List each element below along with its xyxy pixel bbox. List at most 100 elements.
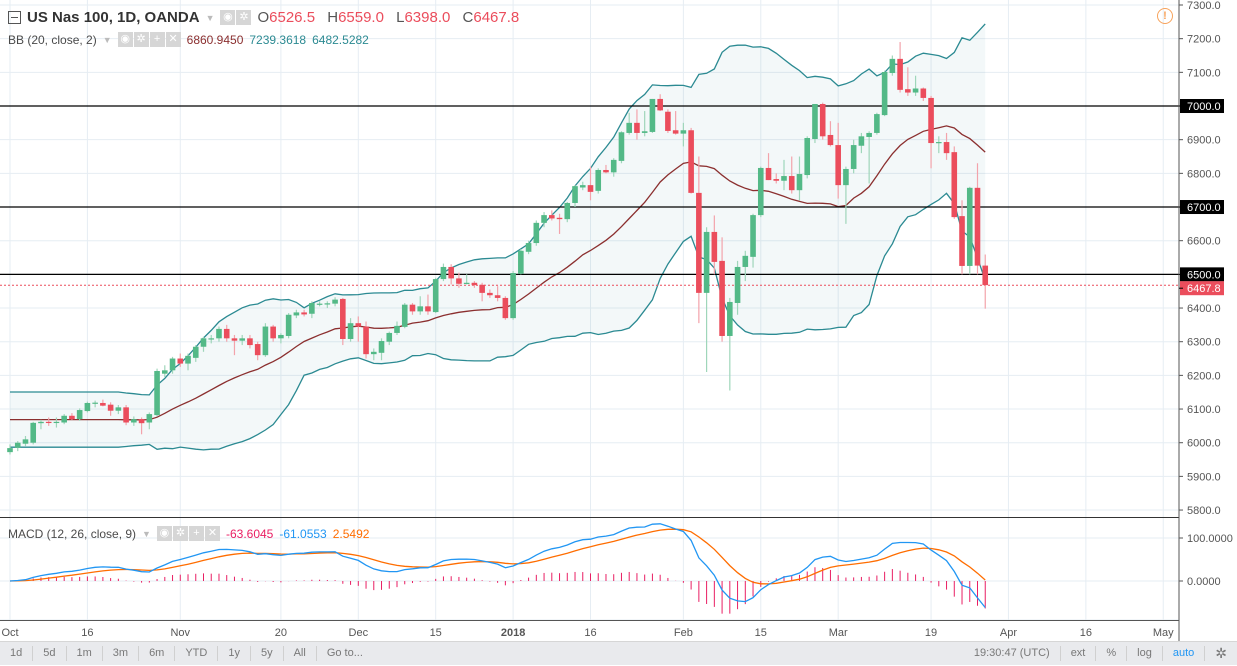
- range-ytd-button[interactable]: YTD: [175, 646, 219, 661]
- candle-body: [394, 325, 400, 333]
- bb-band-fill: [10, 23, 986, 450]
- candle-body: [788, 176, 795, 191]
- candle-body: [618, 132, 625, 161]
- candle: [549, 210, 555, 221]
- candle: [634, 109, 640, 140]
- range-5y-button[interactable]: 5y: [251, 646, 284, 661]
- candle: [711, 215, 718, 275]
- eye-icon[interactable]: ◉: [220, 10, 236, 25]
- candle-body: [146, 414, 153, 423]
- range-1y-button[interactable]: 1y: [218, 646, 251, 661]
- candle-body: [456, 278, 462, 284]
- candle: [409, 302, 416, 315]
- chevron-down-icon[interactable]: ▼: [142, 528, 151, 539]
- plus-icon[interactable]: +: [188, 526, 204, 541]
- candle: [456, 272, 462, 288]
- log-toggle[interactable]: log: [1127, 646, 1163, 661]
- candle-body: [649, 98, 656, 132]
- candle: [76, 408, 83, 421]
- candle-body: [293, 312, 300, 316]
- candle-body: [533, 222, 540, 244]
- gear-icon[interactable]: ✲: [172, 526, 188, 541]
- chevron-down-icon[interactable]: ▼: [205, 12, 215, 23]
- symbol-title[interactable]: US Nas 100, 1D, OANDA: [27, 9, 200, 26]
- last-price-label-background: [1180, 281, 1224, 296]
- candle: [827, 121, 834, 147]
- candle: [688, 127, 694, 194]
- ext-toggle[interactable]: ext: [1061, 646, 1097, 661]
- range-1d-button[interactable]: 1d: [0, 646, 34, 661]
- collapse-icon[interactable]: [8, 11, 21, 24]
- candle: [332, 297, 338, 307]
- candle-body: [966, 187, 973, 266]
- candle-body: [332, 299, 338, 304]
- macd-axis-label: 100.0000: [1187, 533, 1233, 545]
- candle-body: [92, 402, 98, 404]
- candle: [812, 103, 818, 144]
- candle: [162, 365, 168, 378]
- chevron-down-icon[interactable]: ▼: [102, 34, 112, 45]
- bb-lower-line: [10, 192, 986, 451]
- time-axis-label: 16: [1080, 627, 1092, 639]
- eye-icon[interactable]: ◉: [117, 32, 133, 47]
- candle-body: [494, 295, 501, 298]
- candle-body: [409, 304, 416, 312]
- price-axis-label: 7100.0: [1187, 67, 1221, 79]
- warning-icon[interactable]: !: [1157, 8, 1173, 24]
- range-3m-button[interactable]: 3m: [103, 646, 140, 661]
- candle: [216, 326, 222, 342]
- candle: [905, 67, 911, 96]
- eye-icon[interactable]: ◉: [156, 526, 172, 541]
- close-icon[interactable]: ✕: [204, 526, 220, 541]
- candle: [370, 348, 377, 361]
- candle: [541, 212, 547, 228]
- plus-icon[interactable]: +: [149, 32, 165, 47]
- candle: [347, 318, 354, 342]
- candle-body: [959, 216, 965, 266]
- price-axis-label: 5800.0: [1187, 505, 1221, 517]
- candle-body: [874, 114, 880, 133]
- range-6m-button[interactable]: 6m: [139, 646, 176, 661]
- candle-body: [595, 169, 602, 191]
- settings-gear-icon[interactable]: ✲: [1215, 645, 1227, 661]
- candle: [680, 122, 687, 147]
- candle-body: [208, 338, 215, 340]
- macd-legend: MACD (12, 26, close, 9) ▼ ◉ ✲ + ✕ -63.6045 …: [8, 526, 369, 541]
- candle: [610, 158, 617, 177]
- candle-body: [781, 176, 787, 181]
- candle-body: [626, 122, 632, 133]
- candle: [951, 146, 958, 219]
- candle-body: [858, 136, 865, 146]
- candle: [556, 213, 563, 234]
- percent-toggle[interactable]: %: [1096, 646, 1128, 661]
- candle: [61, 414, 67, 425]
- macd-label[interactable]: MACD (12, 26, close, 9): [8, 526, 137, 541]
- auto-toggle[interactable]: auto: [1163, 646, 1206, 661]
- gear-icon[interactable]: ✲: [236, 10, 252, 25]
- candle: [966, 186, 973, 275]
- bb-label[interactable]: BB (20, close, 2): [8, 32, 97, 47]
- close-icon[interactable]: ✕: [165, 32, 181, 47]
- candle-body: [177, 358, 184, 364]
- candle: [192, 345, 199, 362]
- close-label: C: [462, 9, 474, 26]
- range-5d-button[interactable]: 5d: [33, 646, 67, 661]
- candle-body: [572, 186, 578, 203]
- candle: [518, 249, 524, 275]
- gear-icon[interactable]: ✲: [133, 32, 149, 47]
- candle-body: [696, 192, 702, 293]
- bb-basis-line: [10, 125, 986, 421]
- candle: [247, 334, 253, 349]
- candle: [974, 163, 981, 275]
- range-1m-button[interactable]: 1m: [67, 646, 103, 661]
- candle-body: [278, 334, 284, 339]
- candle-body: [200, 338, 207, 347]
- time-axis-label: 15: [430, 627, 442, 639]
- range-all-button[interactable]: All: [284, 646, 317, 661]
- macd-axis-label: 0.0000: [1187, 576, 1221, 588]
- candle: [881, 70, 888, 117]
- price-chart[interactable]: 7300.0 7200.0 7100.0 6900.0 6800.0 6600.0 6400…: [0, 0, 1237, 641]
- candle: [889, 55, 896, 76]
- goto-button[interactable]: Go to...: [326, 647, 363, 659]
- candle-body: [703, 231, 710, 293]
